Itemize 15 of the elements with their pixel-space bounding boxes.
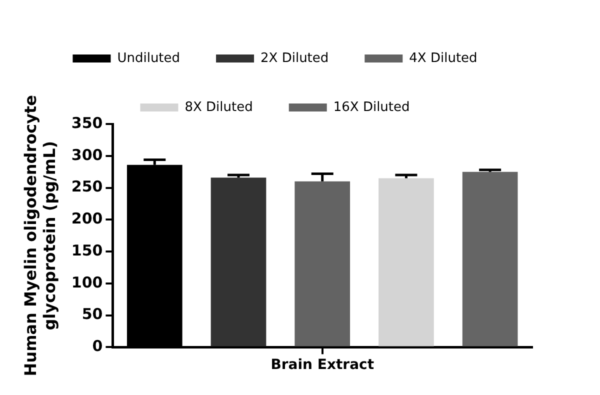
legend-label: 4X Diluted — [409, 50, 478, 66]
y-tick-label: 250 — [71, 178, 103, 196]
legend-label: 8X Diluted — [184, 100, 253, 115]
x-tick-label: Brain Extract — [270, 357, 374, 374]
legend-label: Undiluted — [117, 50, 180, 66]
y-tick-label: 100 — [71, 273, 103, 292]
y-tick-label: 50 — [82, 305, 103, 324]
y-tick-label: 350 — [71, 114, 103, 132]
y-tick-label: 0 — [92, 337, 103, 356]
y-tick-label: 150 — [71, 241, 103, 260]
y-tick-label: 200 — [71, 210, 103, 228]
legend-label: 16X Diluted — [333, 100, 410, 115]
y-tick-label: 300 — [71, 146, 103, 164]
y-axis-title: Human Myelin oligodendrocyte glycoprotein (pg/mL) — [20, 94, 59, 376]
legend-label: 2X Diluted — [260, 50, 329, 66]
